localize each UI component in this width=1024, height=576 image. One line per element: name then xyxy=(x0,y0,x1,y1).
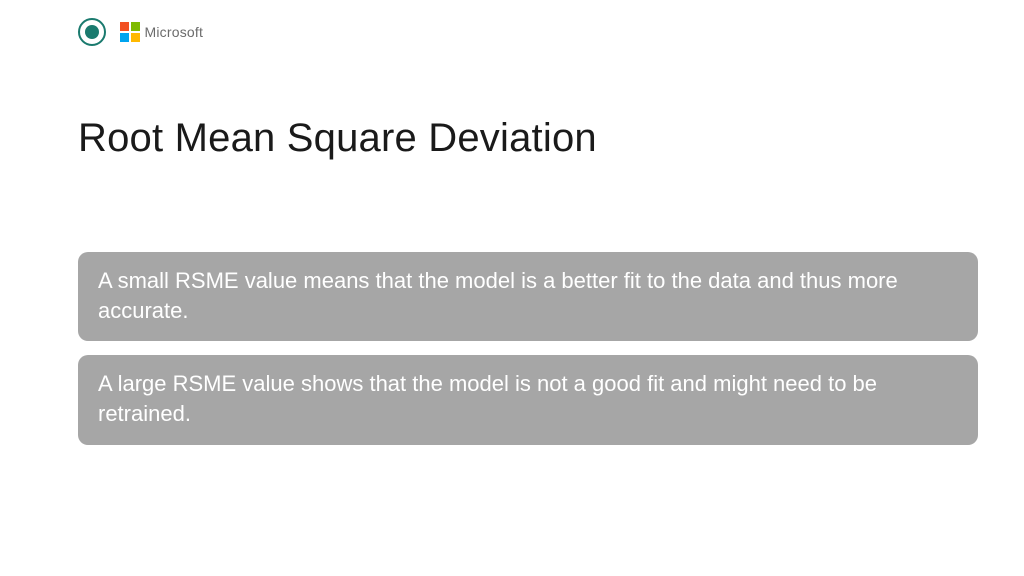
card-large-rsme: A large RSME value shows that the model … xyxy=(78,355,978,444)
card-small-rsme: A small RSME value means that the model … xyxy=(78,252,978,341)
ms-square-4 xyxy=(131,33,140,42)
slide-title: Root Mean Square Deviation xyxy=(78,116,597,161)
microsoft-squares-icon xyxy=(120,22,140,42)
org-seal-icon xyxy=(78,18,106,46)
microsoft-logo: Microsoft xyxy=(120,22,203,42)
ms-square-2 xyxy=(131,22,140,31)
content-cards: A small RSME value means that the model … xyxy=(78,252,978,445)
header-logos: Microsoft xyxy=(78,18,203,46)
microsoft-text: Microsoft xyxy=(145,24,204,40)
ms-square-3 xyxy=(120,33,129,42)
ms-square-1 xyxy=(120,22,129,31)
slide: Microsoft Root Mean Square Deviation A s… xyxy=(0,0,1024,576)
